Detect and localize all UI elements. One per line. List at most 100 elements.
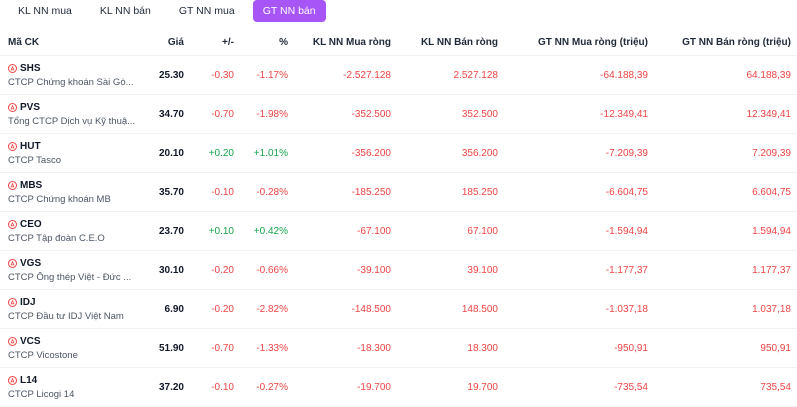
percent-cell: -2.82% (240, 289, 294, 329)
kl-ban-rong-cell: 356.200 (397, 133, 504, 173)
stock-symbol[interactable]: CEO (20, 218, 42, 230)
col-header-percent[interactable]: % (240, 30, 294, 56)
kl-mua-rong-cell: -2.527.128 (294, 55, 397, 95)
table-row[interactable]: MBS CTCP Chứng khoán MB 35.70 -0.10 -0.2… (0, 172, 797, 212)
alert-icon[interactable] (8, 336, 17, 346)
percent-cell: -0.66% (240, 250, 294, 290)
company-name: CTCP Vicostone (8, 349, 78, 361)
table-row[interactable]: CEO CTCP Tập đoàn C.E.O 23.70 +0.10 +0.4… (0, 211, 797, 251)
col-header-gt-mua[interactable]: GT NN Mua ròng (triệu) (504, 30, 654, 56)
company-name: CTCP Licogi 14 (8, 388, 75, 400)
percent-cell: -1.17% (240, 55, 294, 95)
alert-icon[interactable] (8, 258, 17, 268)
price-cell: 23.70 (145, 211, 190, 251)
tab-kl-nn-ban[interactable]: KL NN bán (99, 5, 151, 17)
company-name: CTCP Đầu tư IDJ Việt Nam (8, 310, 124, 322)
price-cell: 35.70 (145, 172, 190, 212)
stock-symbol[interactable]: L14 (20, 374, 38, 386)
symbol-cell[interactable]: L14 CTCP Licogi 14 (0, 367, 145, 407)
alert-icon[interactable] (8, 180, 17, 190)
price-cell: 6.90 (145, 289, 190, 329)
stock-symbol[interactable]: PVS (20, 101, 41, 113)
col-header-price[interactable]: Giá (145, 30, 190, 56)
kl-ban-rong-cell: 19.700 (397, 367, 504, 407)
kl-mua-rong-cell: -185.250 (294, 172, 397, 212)
table-row[interactable]: IDJ CTCP Đầu tư IDJ Việt Nam 6.90 -0.20 … (0, 289, 797, 329)
stock-symbol[interactable]: SHS (20, 62, 41, 74)
kl-ban-rong-cell: 2.527.128 (397, 55, 504, 95)
symbol-cell[interactable]: IDJ CTCP Đầu tư IDJ Việt Nam (0, 289, 145, 329)
symbol-cell[interactable]: CEO CTCP Tập đoàn C.E.O (0, 211, 145, 251)
tab-kl-nn-mua[interactable]: KL NN mua (18, 5, 72, 17)
symbol-cell[interactable]: HUT CTCP Tasco (0, 133, 145, 173)
kl-mua-rong-cell: -18.300 (294, 328, 397, 368)
table-row[interactable]: VGS CTCP Ống thép Việt - Đức ... 30.10 -… (0, 250, 797, 290)
table-row[interactable]: VCS CTCP Vicostone 51.90 -0.70 -1.33% -1… (0, 328, 797, 368)
gt-ban-rong-cell: 12.349,41 (654, 94, 797, 134)
company-name: Tổng CTCP Dịch vụ Kỹ thuậ... (8, 115, 136, 127)
change-cell: -0.30 (190, 55, 240, 95)
kl-ban-rong-cell: 185.250 (397, 172, 504, 212)
change-cell: -0.10 (190, 367, 240, 407)
kl-ban-rong-cell: 18.300 (397, 328, 504, 368)
tab-gt-nn-ban[interactable]: GT NN bán (252, 0, 326, 22)
stock-symbol[interactable]: VGS (20, 257, 42, 269)
gt-ban-rong-cell: 6.604,75 (654, 172, 797, 212)
alert-icon[interactable] (8, 102, 17, 112)
col-header-symbol[interactable]: Mã CK (0, 30, 145, 56)
symbol-cell[interactable]: PVS Tổng CTCP Dịch vụ Kỹ thuậ... (0, 94, 145, 134)
alert-icon[interactable] (8, 375, 17, 385)
table-row[interactable]: L14 CTCP Licogi 14 37.20 -0.10 -0.27% -1… (0, 367, 797, 407)
kl-mua-rong-cell: -356.200 (294, 133, 397, 173)
gt-ban-rong-cell: 950,91 (654, 328, 797, 368)
alert-icon[interactable] (8, 297, 17, 307)
change-cell: -0.20 (190, 250, 240, 290)
gt-mua-rong-cell: -950,91 (504, 328, 654, 368)
kl-ban-rong-cell: 67.100 (397, 211, 504, 251)
gt-mua-rong-cell: -64.188,39 (504, 55, 654, 95)
col-header-gt-ban[interactable]: GT NN Bán ròng (triệu) (654, 30, 797, 56)
company-name: CTCP Ống thép Việt - Đức ... (8, 271, 132, 283)
table-row[interactable]: HUT CTCP Tasco 20.10 +0.20 +1.01% -356.2… (0, 133, 797, 173)
price-cell: 20.10 (145, 133, 190, 173)
symbol-cell[interactable]: VCS CTCP Vicostone (0, 328, 145, 368)
stock-symbol[interactable]: MBS (20, 179, 43, 191)
percent-cell: +1.01% (240, 133, 294, 173)
percent-cell: -1.33% (240, 328, 294, 368)
symbol-cell[interactable]: SHS CTCP Chứng khoán Sài Gò... (0, 55, 145, 95)
table-row[interactable]: PVS Tổng CTCP Dịch vụ Kỹ thuậ... 34.70 -… (0, 94, 797, 134)
alert-icon[interactable] (8, 63, 17, 73)
col-header-change[interactable]: +/- (190, 30, 240, 56)
gt-mua-rong-cell: -1.594,94 (504, 211, 654, 251)
gt-mua-rong-cell: -1.177,37 (504, 250, 654, 290)
tab-bar: KL NN mua KL NN bán GT NN mua GT NN bán (0, 0, 797, 30)
gt-ban-rong-cell: 735,54 (654, 367, 797, 407)
price-cell: 51.90 (145, 328, 190, 368)
table-header-row: Mã CK Giá +/- % KL NN Mua ròng KL NN Bán… (0, 30, 797, 56)
tab-gt-nn-mua[interactable]: GT NN mua (178, 5, 235, 17)
stock-symbol[interactable]: HUT (20, 140, 41, 152)
gt-mua-rong-cell: -12.349,41 (504, 94, 654, 134)
percent-cell: -1.98% (240, 94, 294, 134)
gt-ban-rong-cell: 1.177,37 (654, 250, 797, 290)
alert-icon[interactable] (8, 219, 17, 229)
stock-symbol[interactable]: IDJ (20, 296, 36, 308)
gt-ban-rong-cell: 64.188,39 (654, 55, 797, 95)
change-cell: +0.10 (190, 211, 240, 251)
kl-ban-rong-cell: 39.100 (397, 250, 504, 290)
gt-mua-rong-cell: -735,54 (504, 367, 654, 407)
symbol-cell[interactable]: MBS CTCP Chứng khoán MB (0, 172, 145, 212)
gt-mua-rong-cell: -7.209,39 (504, 133, 654, 173)
kl-mua-rong-cell: -39.100 (294, 250, 397, 290)
change-cell: -0.20 (190, 289, 240, 329)
price-cell: 34.70 (145, 94, 190, 134)
stock-symbol[interactable]: VCS (20, 335, 41, 347)
company-name: CTCP Chứng khoán MB (8, 193, 111, 205)
alert-icon[interactable] (8, 141, 17, 151)
kl-mua-rong-cell: -352.500 (294, 94, 397, 134)
col-header-kl-mua[interactable]: KL NN Mua ròng (294, 30, 397, 56)
symbol-cell[interactable]: VGS CTCP Ống thép Việt - Đức ... (0, 250, 145, 290)
col-header-kl-ban[interactable]: KL NN Bán ròng (397, 30, 504, 56)
kl-ban-rong-cell: 352.500 (397, 94, 504, 134)
table-row[interactable]: SHS CTCP Chứng khoán Sài Gò... 25.30 -0.… (0, 55, 797, 95)
